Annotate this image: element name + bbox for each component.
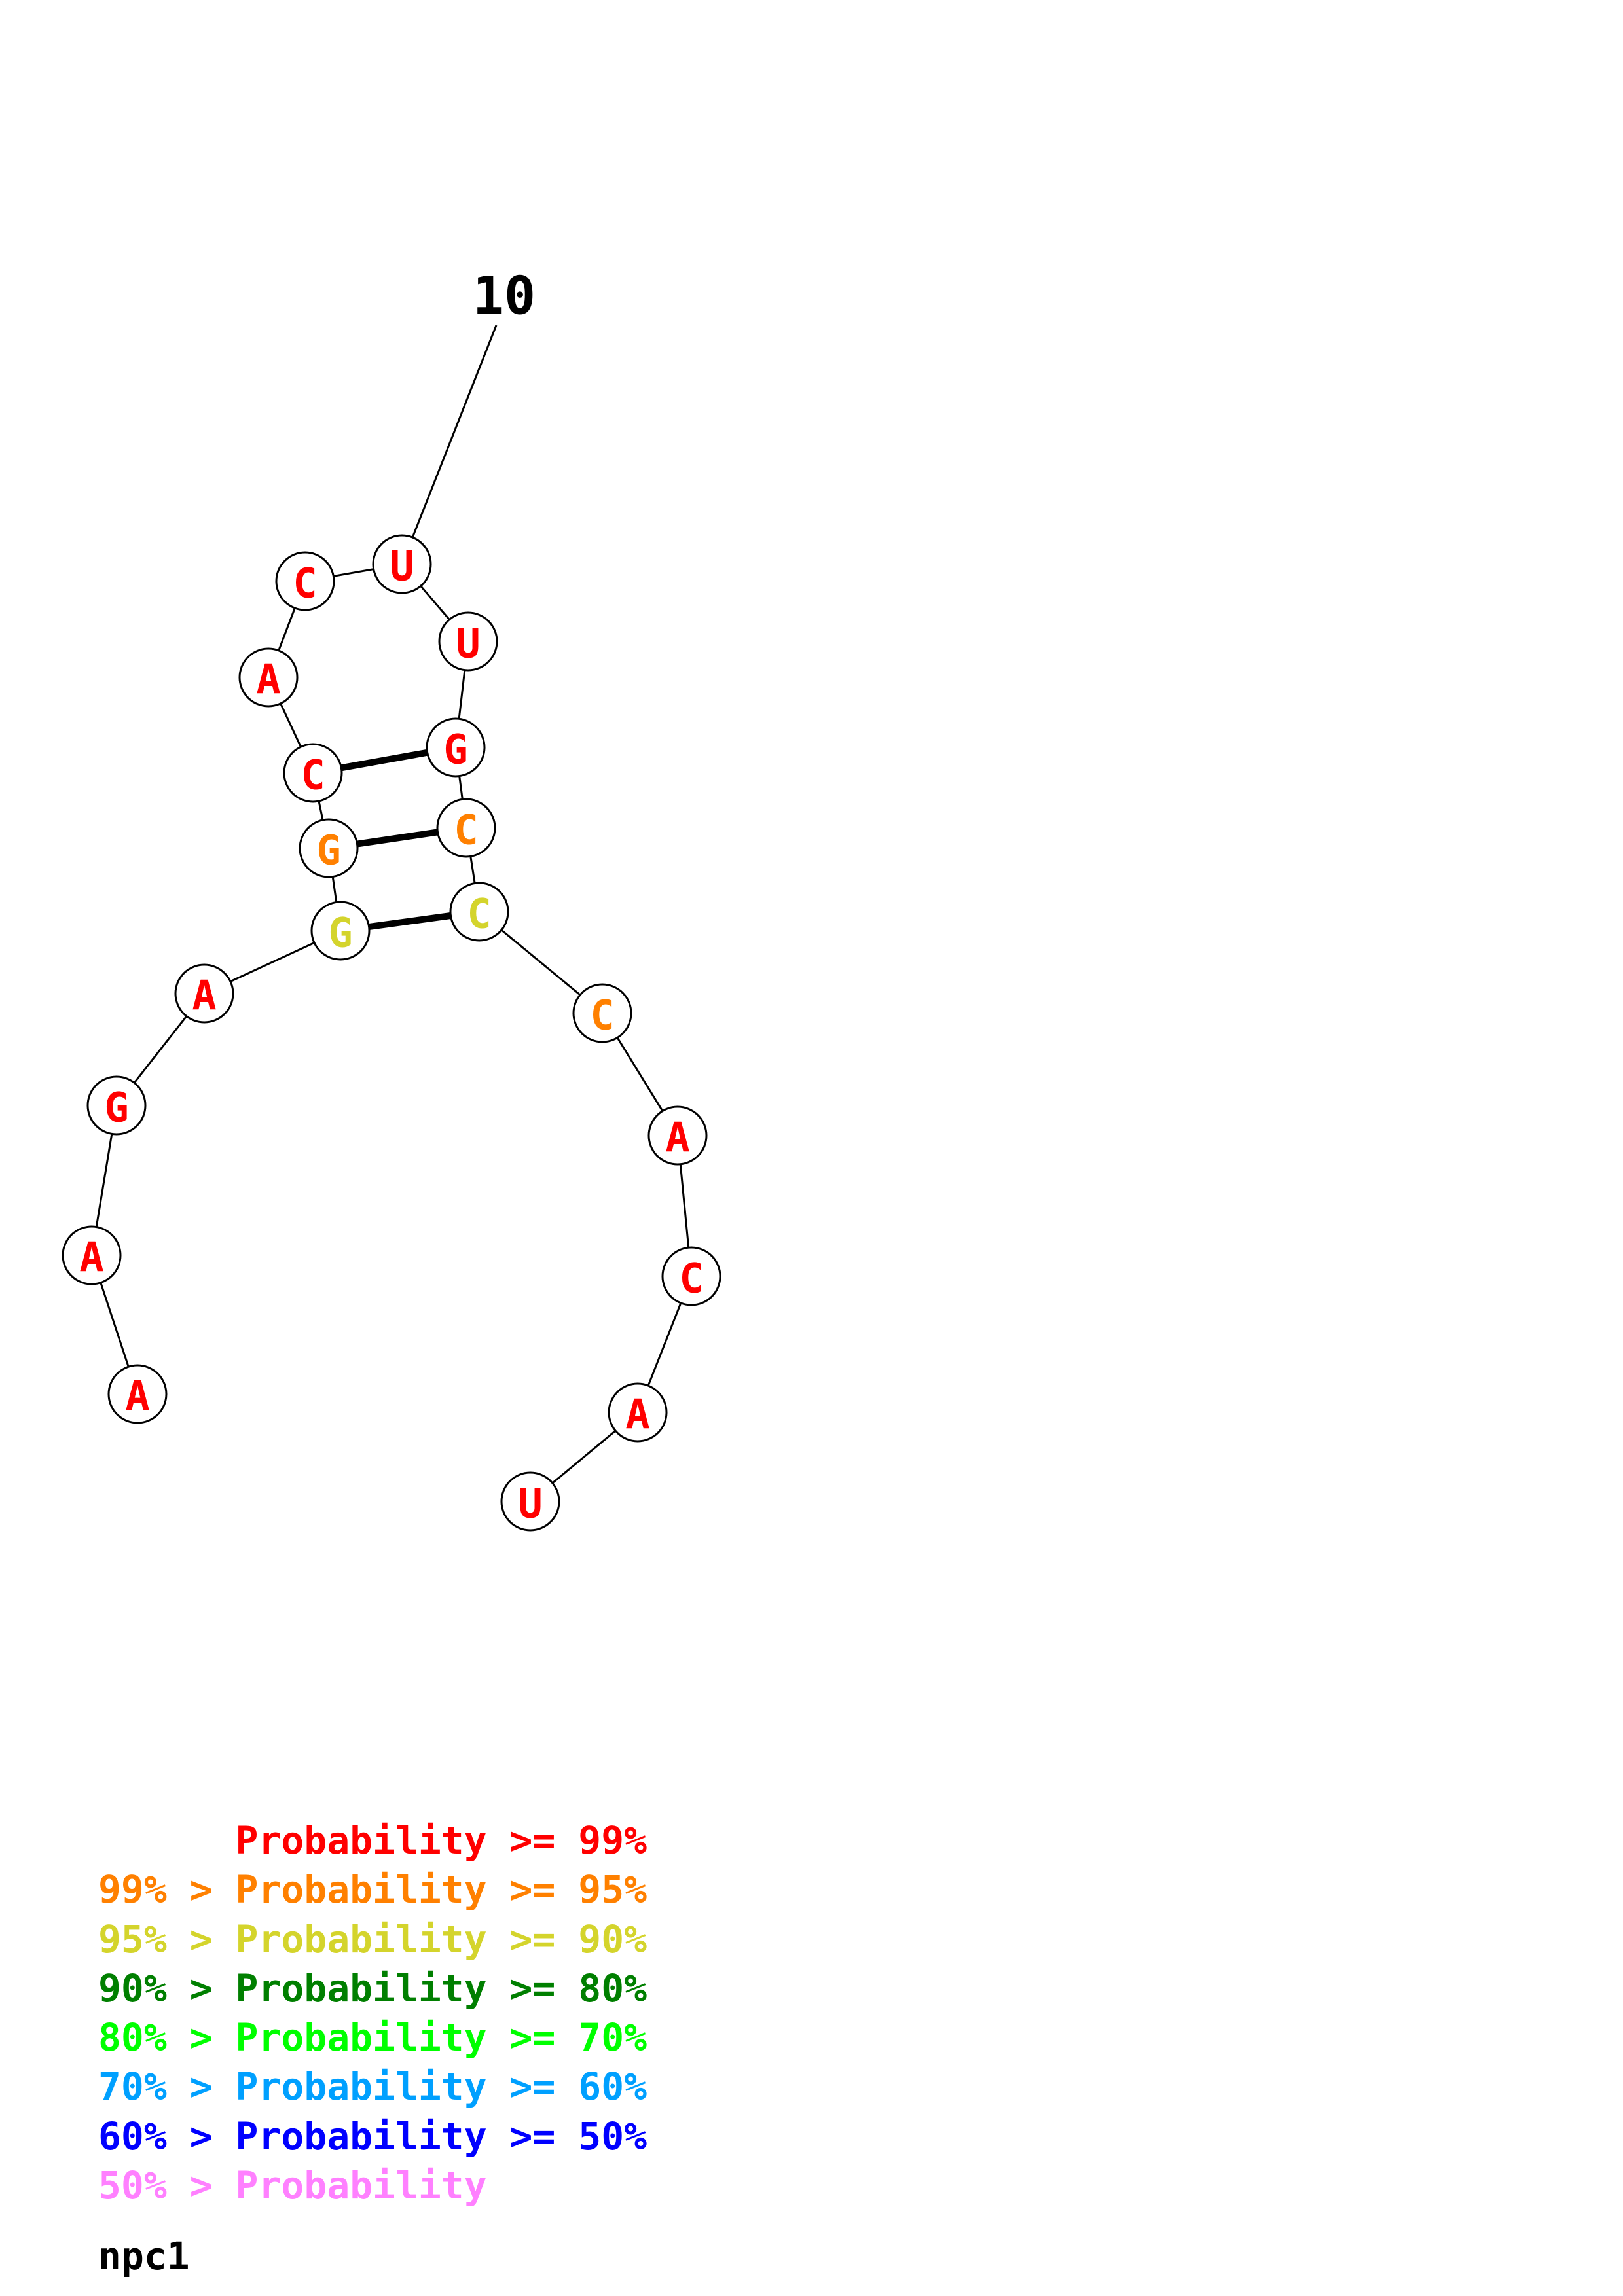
nucleotide-base: C (301, 751, 325, 799)
nucleotide: A (175, 965, 233, 1022)
position-marker-label: 10 (473, 266, 536, 327)
nucleotide-base: G (328, 909, 352, 957)
position-marker: 10 (402, 266, 536, 565)
nucleotide-base: G (443, 726, 467, 774)
nucleotide: G (312, 902, 369, 960)
nucleotide: A (109, 1365, 166, 1423)
nucleotide-base: G (104, 1084, 128, 1132)
nucleotide: G (88, 1077, 145, 1134)
nucleotide: A (63, 1227, 120, 1284)
nucleotide-base: C (590, 992, 614, 1039)
nucleotide: G (300, 819, 357, 877)
nucleotide-base: U (390, 543, 414, 590)
nucleotide: G (427, 719, 484, 776)
nucleotide: C (276, 552, 334, 610)
nucleotide-base: C (467, 890, 491, 938)
legend-entry: 90% > Probability >= 80% (98, 1964, 647, 2013)
nucleotide: C (284, 744, 342, 802)
nucleotide: U (373, 535, 431, 593)
nucleotide: C (437, 799, 495, 857)
legend-entry: 70% > Probability >= 60% (98, 2062, 647, 2111)
nucleotide-base: A (79, 1234, 103, 1282)
nucleotide-base: G (316, 827, 340, 874)
nucleotide-base: U (518, 1480, 542, 1528)
legend-entry: Probability >= 99% (98, 1816, 647, 1865)
nucleotide: C (450, 883, 508, 941)
nucleotide: C (663, 1247, 720, 1305)
legend-entry: 80% > Probability >= 70% (98, 2013, 647, 2062)
legend-entry: 95% > Probability >= 90% (98, 1915, 647, 1964)
nucleotide: C (574, 984, 631, 1042)
nucleotide-base: A (192, 972, 216, 1020)
nucleotide-base: A (125, 1372, 149, 1420)
legend-entry: 60% > Probability >= 50% (98, 2112, 647, 2161)
nucleotide: A (609, 1384, 666, 1441)
nucleotide-base: A (625, 1391, 649, 1439)
nucleotide-base: A (665, 1114, 689, 1162)
nucleotide-base: A (256, 656, 280, 704)
legend-entry: 99% > Probability >= 95% (98, 1865, 647, 1914)
structure-name: npc1 (98, 2232, 190, 2281)
nucleotide-base: U (456, 620, 480, 668)
nucleotide: U (439, 613, 497, 670)
probability-legend: Probability >= 99% 99% > Probability >= 9… (98, 1816, 647, 2210)
nucleotide: A (240, 649, 297, 706)
nucleotide-base: C (454, 806, 478, 854)
nucleotide: U (501, 1473, 559, 1530)
nucleotide: A (649, 1107, 706, 1164)
legend-entry: 50% > Probability (98, 2161, 647, 2210)
position-marker-line (402, 325, 496, 564)
nucleotide-base: C (293, 560, 317, 607)
nucleotide-base: C (679, 1255, 703, 1302)
